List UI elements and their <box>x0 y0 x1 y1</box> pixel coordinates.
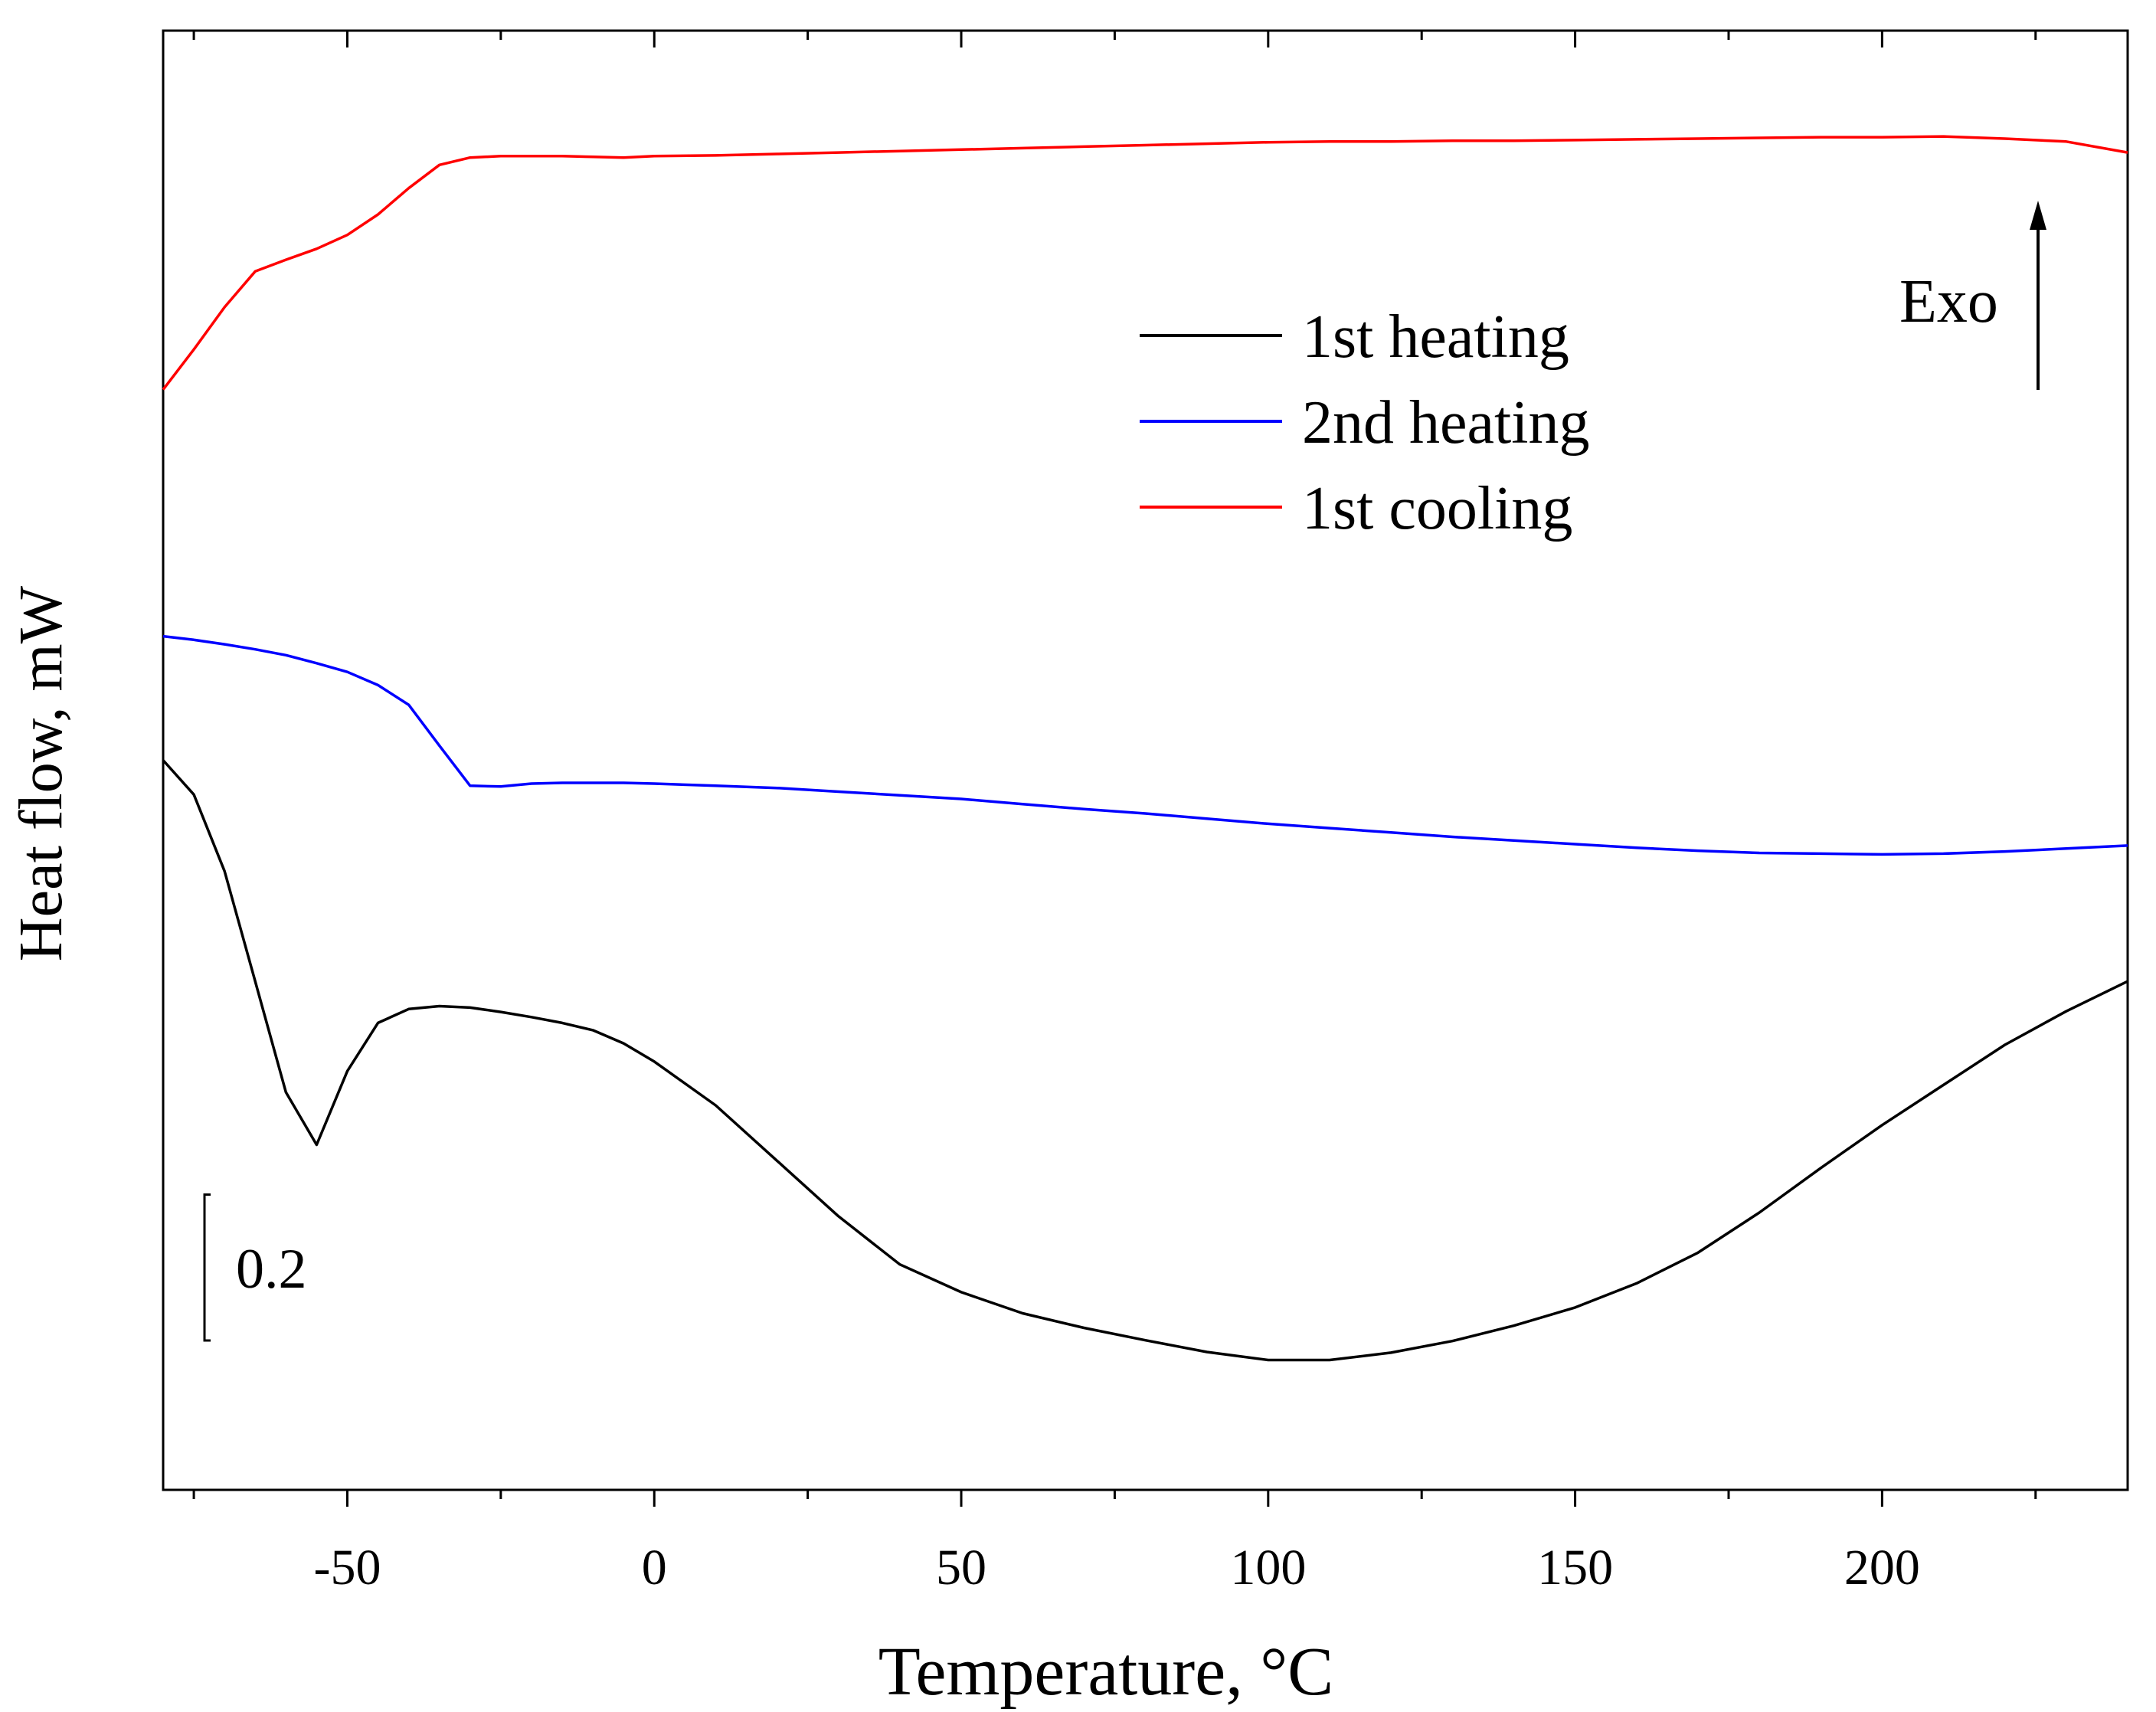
plot-frame <box>162 29 2129 1491</box>
exo-arrow-head <box>2030 201 2046 230</box>
legend-label: 1st heating <box>1302 303 1569 371</box>
series-line <box>162 135 2128 391</box>
legend-label: 2nd heating <box>1302 389 1589 457</box>
x-tick-label: 100 <box>1230 1540 1306 1596</box>
legend-label: 1st cooling <box>1302 475 1572 542</box>
x-tick-label: 0 <box>642 1540 667 1596</box>
x-tick-label: 50 <box>936 1540 986 1596</box>
y-axis-title: Heat flow, mW <box>8 585 75 961</box>
scale-bar <box>203 1193 211 1342</box>
annotation: Exo <box>1899 268 1998 336</box>
x-tick-label: 200 <box>1844 1540 1920 1596</box>
series-line <box>162 634 2128 856</box>
x-axis-title: Temperature, °C <box>878 1634 1333 1710</box>
x-tick-label: -50 <box>313 1540 381 1596</box>
x-tick-label: 150 <box>1537 1540 1613 1596</box>
scale-bar-label: 0.2 <box>236 1238 307 1301</box>
series-line <box>162 759 2128 1362</box>
